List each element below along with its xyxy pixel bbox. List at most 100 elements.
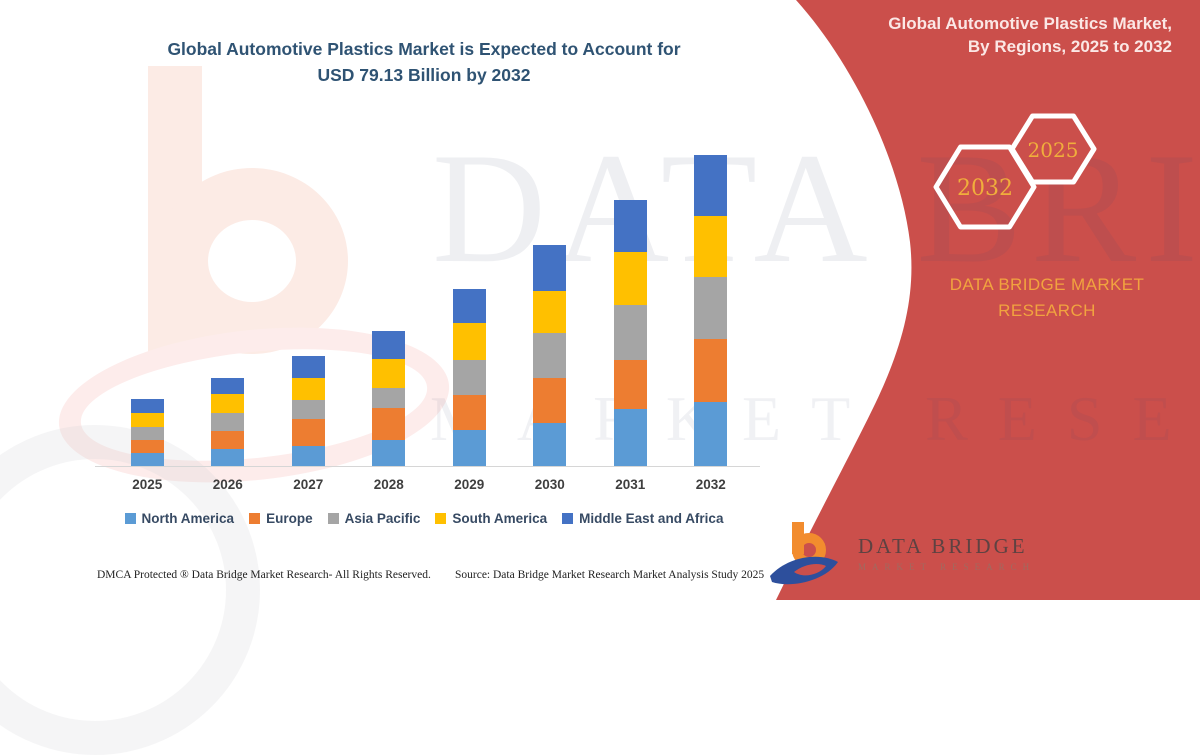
hexagon-2025-shape bbox=[1009, 113, 1097, 185]
bar-column-2031 bbox=[590, 200, 671, 466]
chart-title-line2: USD 79.13 Billion by 2032 bbox=[317, 65, 531, 86]
side-panel-heading: Global Automotive Plastics Market, By Re… bbox=[812, 13, 1172, 59]
bar-stack-2029 bbox=[452, 289, 486, 466]
x-tick-label-2027: 2027 bbox=[293, 477, 324, 492]
company-logo-name: DATA BRIDGE bbox=[858, 534, 1028, 558]
bar-stack-2026 bbox=[211, 378, 245, 466]
bar-segment-2027-middle-east-and-africa bbox=[291, 356, 325, 378]
side-panel-heading-line2: By Regions, 2025 to 2032 bbox=[967, 36, 1172, 56]
bar-segment-2029-asia-pacific bbox=[452, 360, 486, 395]
x-tick-label-2026: 2026 bbox=[212, 477, 243, 492]
bar-column-2026 bbox=[188, 378, 269, 466]
bar-segment-2030-north-america bbox=[533, 423, 567, 466]
company-logo-icon bbox=[770, 522, 838, 585]
hexagon-2025-label: 2025 bbox=[1028, 138, 1079, 162]
brand-text: DATA BRIDGE MARKET RESEARCH bbox=[928, 272, 1166, 323]
legend-label: Asia Pacific bbox=[344, 511, 421, 526]
bar-segment-2028-south-america bbox=[372, 359, 406, 388]
forecast-hexagons: 2032 2025 bbox=[933, 113, 1097, 230]
bar-segment-2025-north-america bbox=[130, 453, 164, 466]
chart-title: Global Automotive Plastics Market is Exp… bbox=[88, 36, 760, 89]
bar-segment-2030-south-america bbox=[533, 291, 567, 333]
bar-stack-2030 bbox=[533, 245, 567, 466]
bar-column-2029 bbox=[429, 289, 510, 466]
company-logo: DATA BRIDGE MARKET RESEARCH bbox=[768, 520, 1035, 586]
bar-segment-2031-middle-east-and-africa bbox=[613, 200, 647, 252]
legend-label: Middle East and Africa bbox=[579, 511, 724, 526]
x-tick-label-2031: 2031 bbox=[615, 477, 646, 492]
legend-item-middle-east-and-africa: Middle East and Africa bbox=[562, 511, 723, 526]
bar-stack-2025 bbox=[130, 399, 164, 466]
bar-segment-2032-south-america bbox=[694, 216, 728, 277]
brand-text-line1: DATA BRIDGE MARKET bbox=[949, 275, 1145, 294]
bar-stack-2028 bbox=[372, 331, 406, 466]
x-tick-label-2025: 2025 bbox=[132, 477, 163, 492]
bar-segment-2030-asia-pacific bbox=[533, 333, 567, 378]
legend-swatch-icon bbox=[562, 513, 574, 524]
bar-segment-2025-south-america bbox=[130, 413, 164, 427]
bar-column-2027 bbox=[268, 356, 349, 466]
bar-segment-2025-middle-east-and-africa bbox=[130, 399, 164, 413]
bar-segment-2029-south-america bbox=[452, 323, 486, 360]
legend-swatch-icon bbox=[124, 513, 136, 524]
legend-item-asia-pacific: Asia Pacific bbox=[327, 511, 421, 526]
bar-segment-2030-europe bbox=[533, 378, 567, 423]
hexagon-2032-label: 2032 bbox=[957, 176, 1013, 201]
bar-segment-2032-europe bbox=[694, 339, 728, 402]
bar-segment-2032-middle-east-and-africa bbox=[694, 155, 728, 216]
side-panel-heading-line1: Global Automotive Plastics Market, bbox=[888, 14, 1172, 33]
bar-segment-2028-north-america bbox=[372, 440, 406, 466]
legend-swatch-icon bbox=[249, 513, 261, 524]
hexagon-2032-shape bbox=[933, 144, 1037, 230]
x-tick-label-2030: 2030 bbox=[534, 477, 565, 492]
company-logo-text: DATA BRIDGE MARKET RESEARCH bbox=[858, 534, 1035, 572]
bar-column-2028 bbox=[349, 331, 430, 466]
bar-segment-2027-europe bbox=[291, 419, 325, 446]
stacked-bar-plot bbox=[107, 140, 751, 466]
bar-segment-2027-north-america bbox=[291, 446, 325, 466]
bar-segment-2027-asia-pacific bbox=[291, 400, 325, 419]
bar-segment-2026-south-america bbox=[211, 394, 245, 413]
x-tick-label-2032: 2032 bbox=[695, 477, 726, 492]
bar-segment-2031-south-america bbox=[613, 252, 647, 305]
legend-label: Europe bbox=[266, 511, 313, 526]
company-logo-subtitle: MARKET RESEARCH bbox=[858, 562, 1036, 572]
bar-column-2032 bbox=[671, 155, 752, 466]
bar-segment-2029-north-america bbox=[452, 430, 486, 466]
bar-stack-2032 bbox=[694, 155, 728, 466]
x-tick-label-2028: 2028 bbox=[373, 477, 404, 492]
footer-dmca-text: DMCA Protected ® Data Bridge Market Rese… bbox=[97, 569, 431, 581]
legend-swatch-icon bbox=[435, 513, 447, 524]
legend-item-europe: Europe bbox=[249, 511, 313, 526]
bar-segment-2026-middle-east-and-africa bbox=[211, 378, 245, 394]
bar-column-2025 bbox=[107, 399, 188, 466]
bar-stack-2031 bbox=[613, 200, 647, 466]
bar-segment-2028-asia-pacific bbox=[372, 388, 406, 408]
bar-segment-2029-europe bbox=[452, 395, 486, 430]
bar-segment-2031-asia-pacific bbox=[613, 305, 647, 360]
brand-text-line2: RESEARCH bbox=[998, 300, 1096, 320]
bar-segment-2026-europe bbox=[211, 431, 245, 449]
bar-segment-2031-europe bbox=[613, 360, 647, 409]
x-tick-label-2029: 2029 bbox=[454, 477, 485, 492]
x-axis-line bbox=[95, 466, 760, 467]
chart-legend: North America Europe Asia Pacific South Ame… bbox=[88, 511, 760, 526]
bar-segment-2032-asia-pacific bbox=[694, 277, 728, 339]
bar-column-2030 bbox=[510, 245, 591, 466]
bar-segment-2025-europe bbox=[130, 440, 164, 453]
bar-segment-2032-north-america bbox=[694, 402, 728, 466]
chart-title-line1: Global Automotive Plastics Market is Exp… bbox=[167, 39, 681, 59]
bar-stack-2027 bbox=[291, 356, 325, 466]
bar-segment-2029-middle-east-and-africa bbox=[452, 289, 486, 323]
legend-label: North America bbox=[141, 511, 235, 526]
legend-item-south-america: South America bbox=[435, 511, 547, 526]
bar-segment-2025-asia-pacific bbox=[130, 427, 164, 440]
bar-segment-2028-europe bbox=[372, 408, 406, 440]
bar-segment-2026-asia-pacific bbox=[211, 413, 245, 431]
bar-segment-2031-north-america bbox=[613, 409, 647, 466]
bar-segment-2027-south-america bbox=[291, 378, 325, 400]
legend-swatch-icon bbox=[327, 513, 339, 524]
legend-item-north-america: North America bbox=[124, 511, 235, 526]
footer-source-text: Source: Data Bridge Market Research Mark… bbox=[455, 569, 765, 581]
